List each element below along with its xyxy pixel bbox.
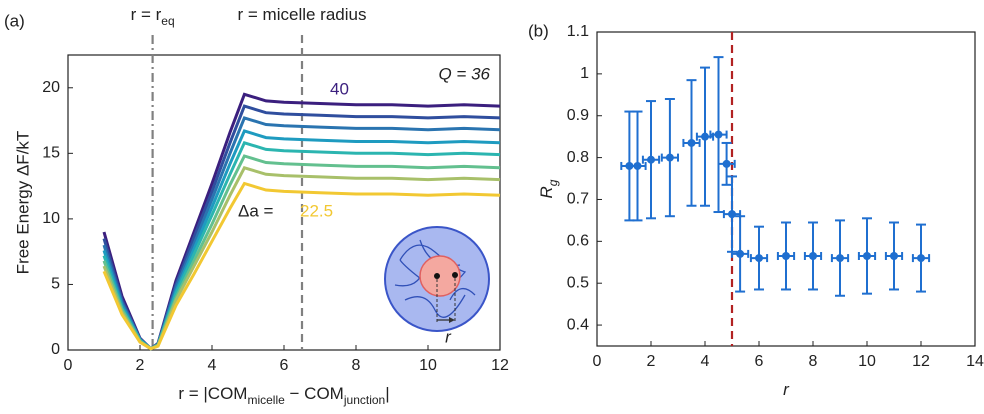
x-axis-label: r xyxy=(783,380,790,399)
x-tick-label: 10 xyxy=(419,357,437,374)
reference-label: r = req xyxy=(131,5,175,28)
data-point xyxy=(917,254,925,263)
data-point xyxy=(633,161,642,170)
data-point xyxy=(687,138,696,147)
arrowhead xyxy=(449,317,455,323)
x-tick-label: 4 xyxy=(208,357,217,374)
y-tick-label: 10 xyxy=(42,210,60,227)
subscript: eq xyxy=(161,14,174,28)
label-part: − COM xyxy=(285,384,344,403)
y-tick-label: 0.6 xyxy=(567,233,589,250)
y-tick-label: 1.1 xyxy=(567,23,589,40)
subscript: junction xyxy=(343,393,385,407)
data-point xyxy=(665,153,674,162)
x-tick-label: 4 xyxy=(701,353,710,370)
data-point xyxy=(809,251,817,260)
annotation: r xyxy=(445,327,452,346)
data-point xyxy=(782,251,790,260)
data-point xyxy=(722,159,731,168)
x-tick-label: 12 xyxy=(912,353,930,370)
x-tick-label: 8 xyxy=(809,353,818,370)
subscript: micelle xyxy=(247,393,285,407)
y-axis-label: Free Energy ΔF/kT xyxy=(13,131,32,275)
data-point xyxy=(701,132,709,141)
plot-frame xyxy=(596,31,976,347)
free-energy-curve xyxy=(102,181,501,351)
x-tick-label: 2 xyxy=(136,357,145,374)
x-tick-label: 2 xyxy=(647,353,656,370)
panel-label: (a) xyxy=(4,11,25,30)
x-tick-label: 12 xyxy=(491,357,509,374)
x-tick-label: 8 xyxy=(352,357,361,374)
y-tick-label: 0.4 xyxy=(567,316,589,333)
data-point xyxy=(836,254,844,263)
y-tick-label: 0.9 xyxy=(567,107,589,124)
inset-illustration xyxy=(384,226,490,332)
y-tick-label: 0.8 xyxy=(567,149,589,166)
label-part: r = |COM xyxy=(178,384,247,403)
label-part: r xyxy=(783,380,790,399)
y-axis-label: Rg xyxy=(537,179,560,198)
data-point xyxy=(755,254,763,263)
reference-label: r = micelle radius xyxy=(238,5,367,24)
x-tick-label: 0 xyxy=(593,353,602,370)
data-point xyxy=(714,130,723,139)
x-tick-label: 10 xyxy=(858,353,876,370)
y-tick-label: 1 xyxy=(580,65,589,82)
x-tick-label: 0 xyxy=(64,357,73,374)
label-part: r = r xyxy=(131,5,162,24)
data-point xyxy=(863,251,871,260)
data-point xyxy=(736,249,745,258)
data-point xyxy=(647,155,655,164)
data-point xyxy=(728,210,736,219)
y-tick-label: 0 xyxy=(51,341,60,358)
annotation: 40 xyxy=(330,79,349,98)
y-tick-label: 20 xyxy=(42,79,60,96)
label-part: r = micelle radius xyxy=(238,5,367,24)
annotation: Q = 36 xyxy=(438,64,490,83)
com-micelle xyxy=(434,273,440,279)
annotation: Δa = xyxy=(238,201,274,220)
data-point xyxy=(890,251,898,260)
x-axis-label: r = |COMmicelle − COMjunction| xyxy=(178,384,389,407)
panel-label: (b) xyxy=(528,21,549,40)
x-tick-label: 6 xyxy=(280,357,289,374)
subscript: g xyxy=(546,179,560,186)
y-tick-label: 5 xyxy=(51,276,60,293)
x-tick-label: 6 xyxy=(755,353,764,370)
annotation: 22.5 xyxy=(300,201,333,220)
y-tick-label: 0.5 xyxy=(567,274,589,291)
label-part: | xyxy=(385,384,389,403)
com-junction xyxy=(452,272,458,278)
label-part: R xyxy=(537,186,556,198)
y-tick-label: 0.7 xyxy=(567,191,589,208)
x-tick-label: 14 xyxy=(966,353,984,370)
y-tick-label: 15 xyxy=(42,145,60,162)
